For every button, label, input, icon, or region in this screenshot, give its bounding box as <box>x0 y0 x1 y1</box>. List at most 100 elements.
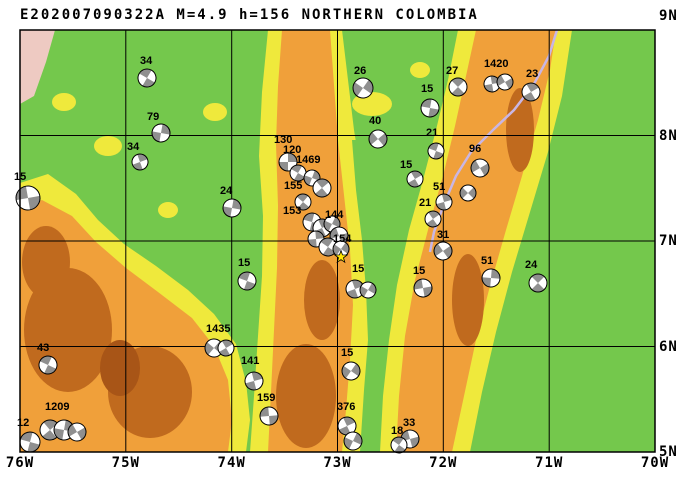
lon-label: 71W <box>535 455 563 471</box>
focal-mechanism-beachball <box>237 271 257 291</box>
central-range-brown <box>276 344 336 448</box>
focal-mechanism-beachball <box>496 73 514 91</box>
beachball-label: 376 <box>337 401 355 413</box>
graticule <box>20 30 655 452</box>
lon-label: 72W <box>429 455 457 471</box>
beachball-label: 96 <box>469 143 481 155</box>
focal-mechanism-beachball <box>427 142 445 160</box>
epicenter-star-layer <box>333 249 349 264</box>
map-frame <box>19 29 656 453</box>
beachball-label: 159 <box>257 392 275 404</box>
beachball-label: 31 <box>437 229 449 241</box>
lon-label: 73W <box>323 455 351 471</box>
beachball-label: 34 <box>140 55 153 67</box>
beachball-label: 1469 <box>296 154 320 166</box>
focal-mechanism-beachball <box>528 273 548 293</box>
focal-mechanism-beachball <box>259 406 279 426</box>
focal-mechanism-beachball <box>433 241 453 261</box>
focal-mechanism-beachball <box>131 153 149 171</box>
beachball-label: 15 <box>421 83 433 95</box>
beachball-label: 1435 <box>206 323 230 335</box>
beachball-label: 120 <box>283 144 301 156</box>
beachball-label: 21 <box>426 127 438 139</box>
focal-mechanism-beachball <box>424 210 442 228</box>
lon-label: 74W <box>218 455 246 471</box>
focal-mechanism-beachball <box>332 240 350 258</box>
focal-mechanism-beachball <box>470 158 490 178</box>
focal-mechanism-beachball <box>352 77 374 99</box>
yellow-patch <box>52 93 76 111</box>
beachball-label: 155 <box>284 180 302 192</box>
west-range-peak <box>100 340 140 396</box>
lat-label: 9N <box>659 8 678 24</box>
focal-mechanism-beachball <box>521 82 541 102</box>
west-range-brown <box>22 226 70 298</box>
focal-mechanism-beachball <box>448 77 468 97</box>
beachball-label: 34 <box>127 141 140 153</box>
beachball-label: 24 <box>220 185 233 197</box>
beachball-label: 15 <box>400 159 412 171</box>
beachball-label: 153 <box>283 205 301 217</box>
focal-mechanism-beachball <box>151 123 171 143</box>
focal-mechanism-beachball <box>459 184 477 202</box>
focal-mechanism-beachball <box>481 268 501 288</box>
beachball-label: 144 <box>325 209 344 221</box>
yellow-patch <box>410 62 430 78</box>
central-range-brown <box>304 260 340 340</box>
beachball-label: 51 <box>481 255 493 267</box>
lon-label: 75W <box>112 455 140 471</box>
plot-title: E202007090322A M=4.9 h=156 NORTHERN COLO… <box>20 7 479 23</box>
beachball-label: 79 <box>147 111 159 123</box>
focal-mechanism-beachball <box>38 355 58 375</box>
coast-patch <box>20 30 55 104</box>
beachball-label: 24 <box>525 259 538 271</box>
focal-mechanism-beachball <box>343 431 363 451</box>
beachball-label: 27 <box>446 65 458 77</box>
beachball-label: 1420 <box>484 58 508 70</box>
lon-label: 70W <box>641 455 669 471</box>
focal-mechanism-beachball <box>368 129 388 149</box>
focal-mechanism-beachball <box>15 185 41 211</box>
beachball-label: 51 <box>433 181 445 193</box>
beachball-label: 15 <box>238 257 250 269</box>
lat-label: 7N <box>659 233 678 249</box>
focal-mechanism-beachball <box>312 178 332 198</box>
beachball-label: 141 <box>241 355 259 367</box>
focal-mechanism-beachball <box>67 422 87 442</box>
beachball-label: 23 <box>526 68 538 80</box>
beachball-label: 15 <box>341 347 353 359</box>
lat-label: 8N <box>659 128 678 144</box>
focal-mechanism-beachball <box>359 281 377 299</box>
focal-mechanisms-layer <box>15 68 548 454</box>
yellow-patch <box>203 103 227 121</box>
beachball-label: 130 <box>274 134 292 146</box>
focal-mechanism-beachball <box>278 152 298 172</box>
beachball-label: 18 <box>391 425 403 437</box>
focal-mechanism-beachball <box>244 371 264 391</box>
beachball-label: 15 <box>352 263 364 275</box>
beachball-label: 26 <box>354 65 366 77</box>
focal-mechanism-beachball <box>294 193 312 211</box>
beachball-label: 40 <box>369 115 381 127</box>
beachball-label: 15 <box>413 265 425 277</box>
beachball-label: 33 <box>403 417 415 429</box>
focal-mechanism-beachball <box>318 237 338 257</box>
focal-mechanism-beachball <box>137 68 157 88</box>
beachball-label: 154 <box>333 233 352 245</box>
beachball-label: 1209 <box>45 401 69 413</box>
focal-mechanism-beachball <box>217 339 235 357</box>
beachball-label: 43 <box>37 342 49 354</box>
beachball-label: 21 <box>419 197 431 209</box>
focal-mechanism-beachball <box>222 198 242 218</box>
focal-mechanism-beachball <box>345 279 365 299</box>
focal-mechanism-beachball <box>420 98 440 118</box>
focal-mechanism-beachball <box>435 193 453 211</box>
lat-label: 5N <box>659 444 678 460</box>
lon-label: 76W <box>6 455 34 471</box>
east-range-brown <box>506 88 534 172</box>
east-range-brown <box>452 254 484 346</box>
lat-label: 6N <box>659 339 678 355</box>
